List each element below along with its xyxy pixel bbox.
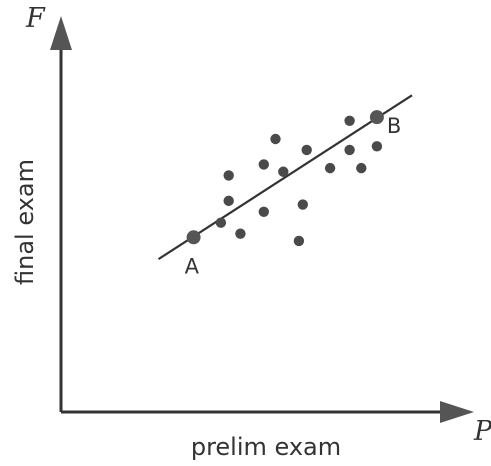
x-axis-arrowhead [440, 401, 474, 423]
x-axis-label: prelim exam [191, 433, 341, 461]
y-axis-arrowhead [50, 16, 72, 50]
data-point-15 [356, 162, 367, 174]
data-point-10 [297, 199, 308, 210]
data-point-3 [223, 170, 234, 181]
data-points-group [215, 115, 383, 247]
data-point-6 [258, 159, 269, 170]
data-point-11 [301, 144, 312, 156]
labeled-points-group: AB [185, 110, 401, 278]
data-point-4 [235, 228, 246, 239]
x-axis-symbol: P [473, 416, 491, 447]
regression-line [157, 94, 413, 261]
data-point-14 [344, 115, 355, 127]
data-point-1 [215, 217, 227, 228]
data-point-8 [278, 166, 289, 177]
y-axis-symbol: F [25, 3, 46, 34]
point-a-label: A [185, 254, 200, 278]
data-point-9 [293, 235, 305, 247]
y-axis-label: final exam [11, 159, 39, 285]
data-point-16 [371, 141, 383, 152]
data-point-12 [324, 162, 336, 174]
data-point-5 [258, 206, 269, 217]
data-point-2 [223, 195, 234, 207]
data-point-7 [270, 133, 281, 145]
data-point-13 [344, 144, 355, 156]
point-b-label: B [387, 114, 401, 138]
point-a-marker [186, 230, 201, 245]
point-b-marker [369, 110, 384, 125]
